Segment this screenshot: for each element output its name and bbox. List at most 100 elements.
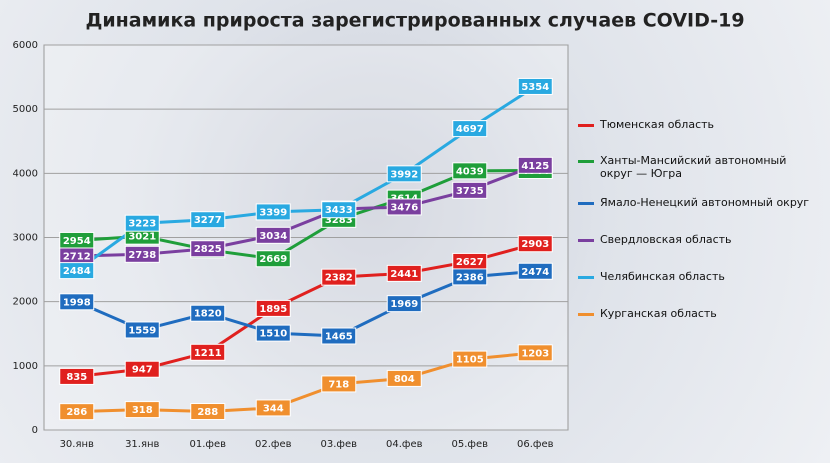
data-label: 804 — [386, 369, 422, 387]
data-label-box — [124, 214, 160, 232]
data-label: 4039 — [452, 162, 488, 180]
data-label-box — [255, 226, 291, 244]
data-label: 3476 — [386, 198, 422, 216]
data-label-box — [190, 304, 226, 322]
data-label: 2825 — [190, 240, 226, 258]
data-label: 835 — [59, 367, 95, 385]
data-label-box — [321, 375, 357, 393]
data-label-box — [517, 156, 553, 174]
data-label-box — [517, 262, 553, 280]
x-tick-label: 31.янв — [125, 439, 159, 450]
data-label-box — [386, 264, 422, 282]
x-tick-label: 04.фев — [386, 439, 423, 450]
data-label-text: 3034 — [259, 231, 287, 242]
data-label-text: 804 — [394, 374, 415, 385]
legend-label: Свердловская область — [600, 233, 732, 246]
data-label: 4697 — [452, 120, 488, 138]
data-label-box — [59, 403, 95, 421]
data-label-box — [190, 211, 226, 229]
x-tick-label: 05.фев — [452, 439, 489, 450]
data-label-box — [452, 120, 488, 138]
data-label-box — [255, 399, 291, 417]
data-label-text: 4125 — [521, 161, 549, 172]
data-label-text: 2474 — [521, 267, 549, 278]
legend-label: Тюменская область — [600, 118, 715, 131]
data-label-box — [386, 165, 422, 183]
data-label-text: 1465 — [325, 331, 353, 342]
data-label-text: 3433 — [325, 205, 353, 216]
y-tick-label: 6000 — [13, 40, 38, 51]
legend-item: Свердловская область — [578, 233, 818, 246]
data-label: 3735 — [452, 181, 488, 199]
data-label-text: 1510 — [259, 329, 287, 340]
x-tick-label: 02.фев — [255, 439, 292, 450]
data-label-box — [255, 324, 291, 342]
data-label-box — [517, 235, 553, 253]
data-label-box — [59, 367, 95, 385]
y-tick-label: 4000 — [13, 168, 38, 179]
data-label-text: 2382 — [325, 273, 353, 284]
legend-swatch — [578, 202, 594, 205]
data-label-box — [59, 293, 95, 311]
data-label-text: 4697 — [456, 124, 484, 135]
x-tick-label: 01.фев — [190, 439, 227, 450]
data-label-box — [124, 321, 160, 339]
data-label: 1969 — [386, 295, 422, 313]
data-label-box — [124, 245, 160, 263]
data-label-text: 3735 — [456, 186, 484, 197]
data-label: 2954 — [59, 231, 95, 249]
data-label-box — [255, 299, 291, 317]
data-label: 2669 — [255, 250, 291, 268]
data-label-box — [452, 162, 488, 180]
legend-label: Курганская область — [600, 307, 717, 320]
data-label-text: 2627 — [456, 257, 484, 268]
data-label: 288 — [190, 403, 226, 421]
data-label: 1998 — [59, 293, 95, 311]
data-label-box — [190, 240, 226, 258]
data-label-text: 288 — [197, 407, 218, 418]
data-label: 3992 — [386, 165, 422, 183]
data-label: 2903 — [517, 235, 553, 253]
data-label-text: 344 — [263, 403, 284, 414]
data-label: 1895 — [255, 299, 291, 317]
data-label-text: 2669 — [259, 254, 287, 265]
data-label-text: 2954 — [63, 236, 91, 247]
data-label-box — [321, 327, 357, 345]
data-label-text: 1105 — [456, 355, 484, 366]
data-label: 718 — [321, 375, 357, 393]
data-label-text: 1211 — [194, 348, 222, 359]
legend-item: Тюменская область — [578, 118, 818, 131]
data-label-text: 947 — [132, 365, 153, 376]
x-tick-label: 30.янв — [60, 439, 94, 450]
data-label: 2441 — [386, 264, 422, 282]
data-label-text: 1559 — [128, 325, 156, 336]
data-label-box — [452, 181, 488, 199]
data-label: 3223 — [124, 214, 160, 232]
legend-swatch — [578, 160, 594, 163]
legend-label: Ханты-Мансийский автономный округ — Югра — [600, 154, 787, 180]
data-label-text: 4039 — [456, 166, 484, 177]
data-label-text: 318 — [132, 405, 153, 416]
data-label-text: 3476 — [390, 202, 418, 213]
data-label-box — [386, 369, 422, 387]
legend-item: Ямало-Ненецкий автономный округ — [578, 196, 818, 209]
data-label-box — [517, 344, 553, 362]
data-label: 1105 — [452, 350, 488, 368]
data-label: 2627 — [452, 252, 488, 270]
chart-title: Динамика прироста зарегистрированных слу… — [85, 10, 744, 32]
data-label: 4125 — [517, 156, 553, 174]
data-label-box — [255, 250, 291, 268]
data-label-text: 3021 — [128, 232, 156, 243]
data-label-box — [124, 360, 160, 378]
y-tick-label: 2000 — [13, 297, 38, 308]
y-tick-label: 1000 — [13, 361, 38, 372]
data-label-box — [59, 262, 95, 280]
data-label-text: 2712 — [63, 251, 91, 262]
data-label: 2738 — [124, 245, 160, 263]
data-label: 1510 — [255, 324, 291, 342]
data-label: 947 — [124, 360, 160, 378]
data-label: 286 — [59, 403, 95, 421]
legend-swatch — [578, 313, 594, 316]
